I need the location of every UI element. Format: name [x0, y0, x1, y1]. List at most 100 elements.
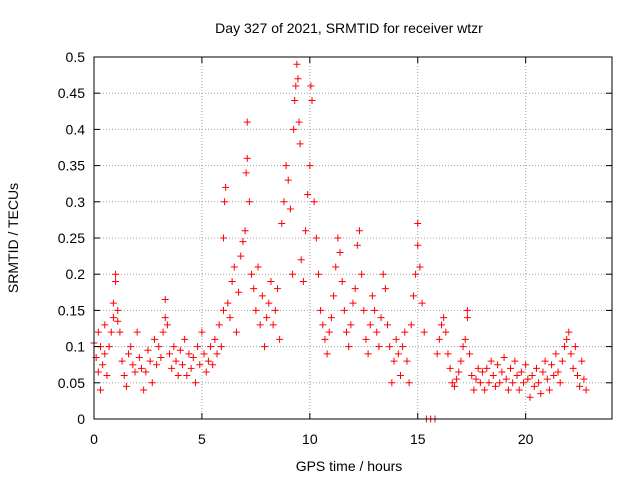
data-point [396, 372, 404, 380]
data-point [198, 328, 206, 336]
data-point [517, 368, 525, 376]
data-point [239, 238, 247, 246]
data-point [137, 364, 145, 372]
data-point [573, 372, 581, 380]
data-point [520, 379, 528, 387]
data-point [307, 82, 315, 90]
data-point [312, 234, 320, 242]
data-point [252, 306, 260, 314]
y-tick-label: 0.35 [58, 158, 85, 174]
data-point [144, 346, 152, 354]
data-point [513, 372, 521, 380]
data-point [159, 328, 167, 336]
data-point [133, 328, 141, 336]
data-point [483, 364, 491, 372]
data-point [455, 368, 463, 376]
data-point [178, 361, 186, 369]
data-point [364, 350, 372, 358]
data-point [565, 328, 573, 336]
data-point [347, 321, 355, 329]
data-point [125, 350, 133, 358]
data-point [170, 343, 178, 351]
data-point [343, 328, 351, 336]
data-point [360, 306, 368, 314]
data-point [250, 285, 258, 293]
data-point [446, 364, 454, 372]
data-point [222, 183, 230, 191]
data-point [554, 368, 562, 376]
data-point [349, 299, 357, 307]
data-point [258, 292, 266, 300]
data-point [373, 328, 381, 336]
data-point [282, 162, 290, 170]
data-point [450, 382, 458, 390]
data-point [537, 390, 545, 398]
data-point [243, 118, 251, 126]
data-point [204, 357, 212, 365]
data-point [368, 292, 376, 300]
data-point [174, 372, 182, 380]
data-point [466, 350, 474, 358]
data-point [317, 306, 325, 314]
data-point [491, 382, 499, 390]
data-point [345, 343, 353, 351]
data-point [358, 270, 366, 278]
data-point [414, 220, 422, 228]
data-point [435, 335, 443, 343]
data-point [496, 379, 504, 387]
data-point [292, 82, 300, 90]
data-point [336, 248, 344, 256]
data-point [308, 96, 316, 104]
data-point [444, 350, 452, 358]
data-point [500, 353, 508, 361]
data-point [150, 335, 158, 343]
data-point [112, 277, 120, 285]
data-point [230, 263, 238, 271]
data-point [487, 357, 495, 365]
y-tick-label: 0.4 [66, 121, 86, 137]
data-point [388, 379, 396, 387]
x-tick-label: 20 [518, 431, 534, 447]
y-axis-title: SRMTID / TECUs [5, 183, 21, 293]
data-point [485, 379, 493, 387]
data-point [353, 241, 361, 249]
data-point [109, 314, 117, 322]
data-point [405, 379, 413, 387]
data-point [161, 314, 169, 322]
data-point [515, 386, 523, 394]
y-tick-label: 0 [77, 411, 85, 427]
data-point [323, 350, 331, 358]
data-point [116, 328, 124, 336]
data-point [202, 368, 210, 376]
data-point [563, 335, 571, 343]
data-point [228, 277, 236, 285]
data-point [191, 379, 199, 387]
data-point [146, 357, 154, 365]
data-point [140, 386, 148, 394]
data-point [245, 198, 253, 206]
data-point [221, 198, 229, 206]
data-point [273, 285, 281, 293]
data-point [101, 321, 109, 329]
data-point [459, 343, 467, 351]
data-point [271, 306, 279, 314]
data-point [550, 372, 558, 380]
data-point [539, 368, 547, 376]
data-point [504, 386, 512, 394]
data-point [545, 386, 553, 394]
data-point [502, 375, 510, 383]
data-point [498, 368, 506, 376]
y-tick-label: 0.15 [58, 302, 85, 318]
axis-ticks [93, 56, 612, 420]
x-tick-label: 0 [90, 431, 98, 447]
data-point [226, 314, 234, 322]
data-point [183, 372, 191, 380]
data-point [334, 234, 342, 242]
data-point [296, 140, 304, 148]
data-point [114, 306, 122, 314]
data-point [148, 379, 156, 387]
data-point [263, 314, 271, 322]
data-point [457, 357, 465, 365]
data-point [437, 321, 445, 329]
data-point [340, 306, 348, 314]
